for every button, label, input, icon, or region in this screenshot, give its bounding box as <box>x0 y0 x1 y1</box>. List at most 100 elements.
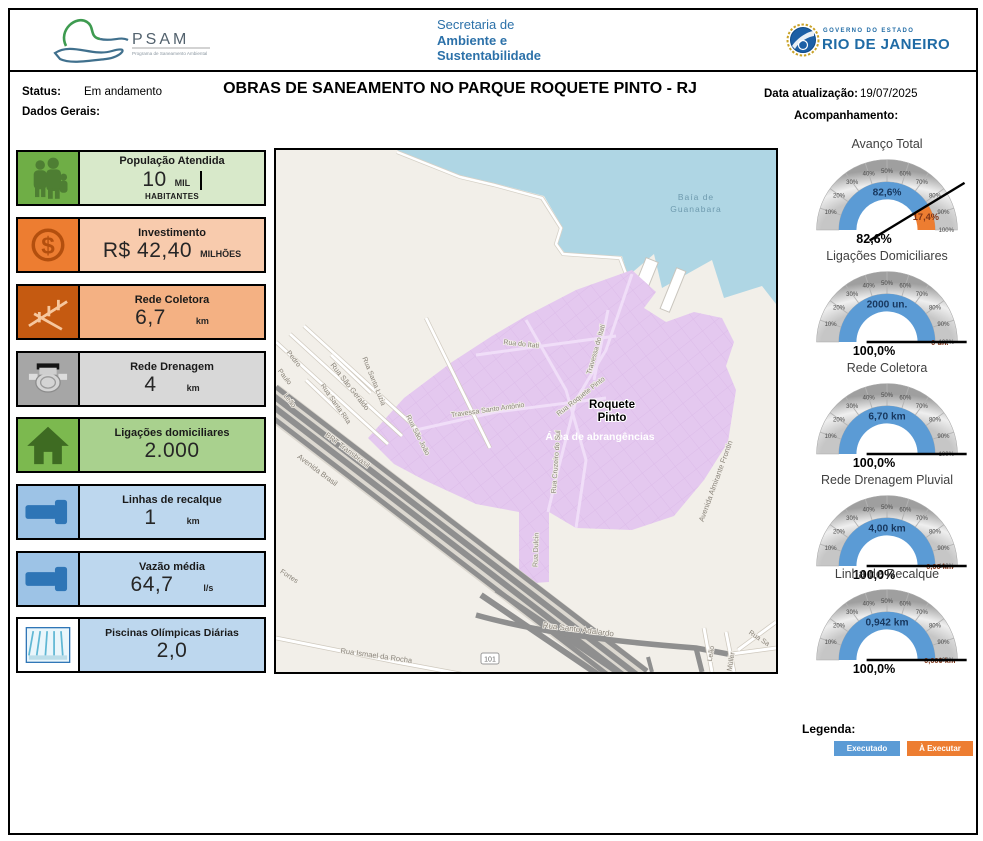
svg-text:40%: 40% <box>863 172 876 178</box>
svg-text:30%: 30% <box>846 610 859 616</box>
svg-text:50%: 50% <box>881 599 894 605</box>
page-title: OBRAS DE SANEAMENTO NO PARQUE ROQUETE PI… <box>190 80 730 98</box>
water-label-line1: Baía de <box>678 192 714 202</box>
gauge-rede-drenagem-pluvial: Rede Drenagem Pluvial 10%20%30%40%50%60%… <box>792 473 982 581</box>
dashboard-page: PSAM Programa de Saneamento Ambiental Se… <box>0 0 983 841</box>
svg-text:2000 un.: 2000 un. <box>867 300 908 311</box>
gauge-title: Ligações Domiciliares <box>792 249 982 263</box>
pressure-pipe-icon <box>18 553 80 605</box>
legend: Executado À Executar <box>834 741 973 756</box>
gauge-linha-de-recalque: Linha de Recalque 10%20%30%40%50%60%70%8… <box>792 567 982 675</box>
gauge-ligacoes-domiciliares: Ligações Domiciliares 10%20%30%40%50%60%… <box>792 249 982 357</box>
svg-text:60%: 60% <box>899 396 912 402</box>
status-label: Status: <box>22 86 61 98</box>
svg-text:10%: 10% <box>825 322 838 328</box>
dashboard-frame: PSAM Programa de Saneamento Ambiental Se… <box>8 8 978 835</box>
svg-text:40%: 40% <box>863 396 876 402</box>
svg-text:70%: 70% <box>916 516 929 522</box>
pool-icon <box>18 619 80 671</box>
svg-text:10%: 10% <box>825 546 838 552</box>
svg-text:30%: 30% <box>846 404 859 410</box>
psam-logo: PSAM Programa de Saneamento Ambiental <box>50 12 225 73</box>
svg-text:80%: 80% <box>929 623 942 629</box>
svg-text:Rua Dulcin: Rua Dulcin <box>532 533 540 568</box>
gauge-title: Linha de Recalque <box>792 567 982 581</box>
card-title: População Atendida <box>119 155 224 167</box>
svg-text:100,0%: 100,0% <box>853 456 895 469</box>
svg-text:6,70 km: 6,70 km <box>868 412 905 423</box>
svg-text:101: 101 <box>484 657 496 664</box>
svg-text:90%: 90% <box>937 640 950 646</box>
svg-text:$: $ <box>41 233 55 260</box>
update-date-value: 19/07/2025 <box>860 88 918 100</box>
svg-text:90%: 90% <box>937 322 950 328</box>
svg-text:30%: 30% <box>846 516 859 522</box>
legend-a-executar-chip[interactable]: À Executar <box>907 741 973 756</box>
gauge-title: Rede Drenagem Pluvial <box>792 473 982 487</box>
svg-text:82,6%: 82,6% <box>856 232 891 245</box>
kpi-card-investimento: $ Investimento R$ 42,40 MILHÕES <box>16 217 266 273</box>
card-title: Investimento <box>138 227 206 239</box>
svg-text:10%: 10% <box>825 640 838 646</box>
psam-logo-subtext: Programa de Saneamento Ambiental <box>132 51 207 56</box>
pressure-pipe-icon <box>18 486 80 538</box>
card-subtitle: HABITANTES <box>145 192 199 201</box>
area-label-line2: Pinto <box>598 412 627 424</box>
svg-text:100%: 100% <box>939 228 955 234</box>
card-value: 10 <box>142 168 166 192</box>
svg-text:40%: 40% <box>863 284 876 290</box>
map-panel[interactable]: 101 Baía de Guanabara Roquete Pinto Área… <box>274 148 778 674</box>
card-title: Linhas de recalque <box>122 494 222 506</box>
svg-text:20%: 20% <box>833 417 846 423</box>
svg-text:30%: 30% <box>846 180 859 186</box>
family-icon <box>18 152 80 204</box>
water-label-line2: Guanabara <box>670 204 722 214</box>
svg-text:10%: 10% <box>825 210 838 216</box>
svg-text:60%: 60% <box>899 172 912 178</box>
svg-text:80%: 80% <box>929 529 942 535</box>
card-title: Piscinas Olímpicas Diárias <box>105 627 239 639</box>
svg-text:60%: 60% <box>899 284 912 290</box>
header: PSAM Programa de Saneamento Ambiental Se… <box>10 10 976 72</box>
card-title: Rede Coletora <box>135 294 210 306</box>
sewer-network-icon <box>18 286 80 338</box>
svg-text:50%: 50% <box>881 169 894 175</box>
svg-text:90%: 90% <box>937 434 950 440</box>
text-cursor <box>200 171 202 190</box>
gauge-title: Rede Coletora <box>792 361 982 375</box>
money-icon: $ <box>18 219 80 271</box>
gauge-avanco-total: Avanço Total 10%20%30%40%50%60%70%80%90%… <box>792 137 982 245</box>
svg-text:100,0%: 100,0% <box>853 344 895 357</box>
svg-text:20%: 20% <box>833 529 846 535</box>
svg-text:0,942 km: 0,942 km <box>866 618 909 629</box>
svg-text:20%: 20% <box>833 305 846 311</box>
card-title: Ligações domiciliares <box>115 427 230 439</box>
svg-text:20%: 20% <box>833 193 846 199</box>
card-unit: l/s <box>203 583 213 593</box>
card-value: 2.000 <box>144 439 199 463</box>
svg-text:50%: 50% <box>881 393 894 399</box>
kpi-card-rede-coletora: Rede Coletora 6,7 km <box>16 284 266 340</box>
svg-text:100,0%: 100,0% <box>853 662 895 675</box>
kpi-card-rede-drenagem: Rede Drenagem 4 km <box>16 351 266 407</box>
svg-text:50%: 50% <box>881 281 894 287</box>
secretariat-title: Secretaria de Ambiente e Sustentabilidad… <box>437 17 541 64</box>
svg-text:60%: 60% <box>899 602 912 608</box>
svg-text:70%: 70% <box>916 292 929 298</box>
kpi-card-ligacoes-domiciliares: Ligações domiciliares 2.000 <box>16 417 266 473</box>
rio-de-janeiro-gov-logo: GOVERNO DO ESTADO RIO DE JANEIRO <box>785 19 960 66</box>
card-value: 1 <box>144 506 156 530</box>
legend-executado-chip[interactable]: Executado <box>834 741 900 756</box>
svg-text:80%: 80% <box>929 305 942 311</box>
status-value: Em andamento <box>84 86 162 98</box>
svg-text:82,6%: 82,6% <box>873 188 902 199</box>
svg-text:90%: 90% <box>937 546 950 552</box>
gov-logo-line1: GOVERNO DO ESTADO <box>823 28 914 34</box>
card-unit: km <box>196 316 209 326</box>
svg-text:70%: 70% <box>916 180 929 186</box>
kpi-card-linhas-recalque: Linhas de recalque 1 km <box>16 484 266 540</box>
svg-text:4,00 km: 4,00 km <box>868 524 905 535</box>
kpi-card-vazao-media: Vazão média 64,7 l/s <box>16 551 266 607</box>
card-unit: MILHÕES <box>200 249 241 259</box>
card-unit: MIL <box>175 178 191 188</box>
